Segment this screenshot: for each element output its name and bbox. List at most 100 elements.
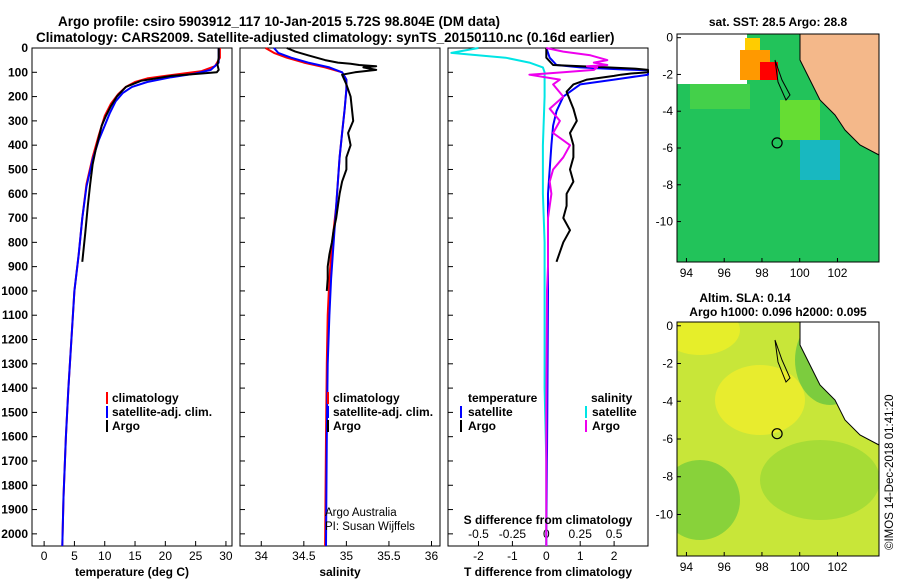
temperature-legend: climatology satellite-adj. clim. Argo: [106, 391, 212, 433]
x-tick-label: 20: [159, 549, 173, 563]
sst-cool-patch: [800, 140, 840, 180]
sst-map: 94 96 98 100 102 0 -2 -4 -6 -8 -10: [656, 31, 880, 280]
x-tick-label: 15: [128, 549, 142, 563]
legend-s-argo: Argo: [592, 419, 620, 433]
depth-tick-label: 1000: [1, 284, 28, 298]
x-tick-label: 2: [611, 549, 618, 563]
depth-tick-label: 200: [8, 90, 28, 104]
sla-island: [774, 339, 791, 383]
legend-argo: Argo: [112, 419, 140, 433]
sst-cloud-gap: [677, 34, 747, 84]
s-diff-tick-label: -0.5: [468, 527, 489, 541]
depth-tick-label: 2000: [1, 527, 28, 541]
x-tick-label: 25: [189, 549, 203, 563]
legend-climatology: climatology: [112, 391, 179, 405]
sla-argo-marker: [771, 428, 783, 440]
salinity-x-axis: 34 34.5 35 35.5 36: [255, 541, 439, 563]
temperature-x-label: temperature (deg C): [75, 565, 189, 579]
timestamp: ©IMOS 14-Dec-2018 01:41:20: [884, 394, 896, 550]
map-y-tick-label: -8: [662, 178, 673, 192]
x-tick-label: -1: [507, 549, 518, 563]
x-tick-label: 0: [41, 549, 48, 563]
series-line-salinity-argo: [528, 47, 609, 546]
depth-tick-label: 0: [21, 41, 28, 55]
s-diff-tick-label: -0.25: [499, 527, 527, 541]
map-x-tick-label: 96: [718, 560, 732, 574]
x-tick-label: 5: [71, 549, 78, 563]
chart-title-line2: Climatology: CARS2009. Satellite-adjuste…: [36, 30, 614, 45]
sst-light-patch: [780, 100, 820, 140]
map-y-tick-label: -4: [662, 104, 673, 118]
map-x-tick-label: 98: [755, 266, 769, 280]
x-tick-label: 35.5: [377, 549, 401, 563]
difference-legend: temperature satellite Argo salinity sate…: [460, 391, 637, 433]
depth-tick-label: 100: [8, 65, 28, 79]
legend-argo-s: Argo: [333, 419, 361, 433]
map-x-tick-label: 96: [718, 266, 732, 280]
chart-title-line1: Argo profile: csiro 5903912_117 10-Jan-2…: [58, 14, 500, 29]
map-y-tick-label: -2: [662, 357, 673, 371]
sst-argo-marker: [771, 137, 783, 149]
sla-high-patch-2: [715, 365, 805, 435]
salinity-legend: climatology satellite-adj. clim. Argo: [327, 391, 433, 433]
salinity-x-label: salinity: [319, 565, 361, 579]
depth-tick-label: 800: [8, 235, 28, 249]
x-tick-label: 36: [425, 549, 439, 563]
sla-land: [799, 322, 879, 446]
s-diff-tick-label: 0.5: [606, 527, 623, 541]
legend-climatology-s: climatology: [333, 391, 400, 405]
map-x-tick-label: 100: [790, 560, 810, 574]
depth-tick-label: 500: [8, 162, 28, 176]
depth-tick-label: 1300: [1, 357, 28, 371]
depth-tick-label: 1600: [1, 430, 28, 444]
map-x-tick-label: 102: [827, 266, 847, 280]
salinity-panel-frame: [239, 47, 441, 547]
sst-land: [799, 34, 879, 156]
map-x-tick-label: 94: [680, 560, 694, 574]
temperature-series: [61, 48, 221, 547]
legend-salinity-head: salinity: [591, 391, 633, 405]
legend-satellite: satellite-adj. clim.: [112, 405, 212, 419]
map-x-tick-label: 100: [790, 266, 810, 280]
sla-low-patch: [677, 460, 740, 540]
depth-tick-label: 1700: [1, 454, 28, 468]
x-tick-label: 10: [98, 549, 112, 563]
sla-map: 94 96 98 100 102 0 -2 -4 -6 -8 -10: [656, 319, 880, 574]
map-x-tick-label: 102: [827, 560, 847, 574]
depth-tick-label: 900: [8, 260, 28, 274]
x-tick-label: 35: [340, 549, 354, 563]
legend-s-satellite: satellite: [592, 405, 637, 419]
depth-tick-label: 1900: [1, 503, 28, 517]
x-tick-label: 1: [577, 549, 584, 563]
sst-axes: 94 96 98 100 102 0 -2 -4 -6 -8 -10: [656, 31, 848, 280]
credit-line2: PI: Susan Wijffels: [325, 521, 415, 533]
depth-tick-label: 300: [8, 114, 28, 128]
sst-island: [774, 59, 791, 101]
difference-series: [450, 47, 649, 547]
depth-tick-label: 700: [8, 211, 28, 225]
depth-axis: 0 100 200 300 400 500 600 700 800 900 1000 1100 1200…: [1, 41, 453, 541]
x-tick-label: -2: [473, 549, 484, 563]
map-y-tick-label: -8: [662, 470, 673, 484]
sst-patch: [690, 84, 750, 109]
temperature-x-axis: 0 5 10 15 20 25 30: [41, 541, 233, 563]
depth-tick-label: 1500: [1, 405, 28, 419]
depth-tick-label: 1800: [1, 478, 28, 492]
sla-high-patch: [677, 322, 740, 355]
difference-x-label: T difference from climatology: [464, 565, 632, 579]
legend-satellite-s: satellite-adj. clim.: [333, 405, 433, 419]
s-diff-tick-label: 0.25: [569, 527, 593, 541]
x-tick-label: 34: [255, 549, 269, 563]
sla-low-patch-2: [760, 440, 879, 520]
map-y-tick-label: -6: [662, 432, 673, 446]
sst-hot-patch: [760, 62, 778, 80]
map-y-tick-label: -6: [662, 141, 673, 155]
salinity-difference-label: S difference from climatology: [464, 513, 633, 527]
series-line-argo: [81, 48, 220, 262]
map-y-tick-label: 0: [666, 31, 673, 45]
x-tick-label: 30: [219, 549, 233, 563]
map-y-tick-label: -10: [656, 215, 674, 229]
temperature-panel-frame: [31, 47, 233, 547]
credit-line1: Argo Australia: [325, 507, 397, 519]
